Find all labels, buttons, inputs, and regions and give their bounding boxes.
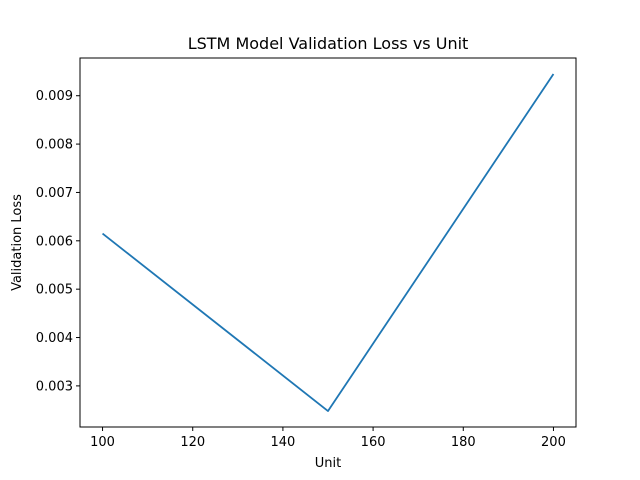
axes-frame (79, 57, 577, 428)
y-axis-label: Validation Loss (10, 194, 25, 291)
x-tick-label: 180 (451, 435, 476, 450)
y-tick-label: 0.009 (36, 89, 73, 104)
y-tick-label: 0.006 (36, 234, 73, 249)
x-tick-label: 140 (270, 435, 295, 450)
y-tick-label: 0.003 (36, 379, 73, 394)
chart-title: LSTM Model Validation Loss vs Unit (188, 34, 469, 53)
y-tick-label: 0.008 (36, 138, 73, 153)
x-tick-label: 120 (180, 435, 205, 450)
y-tick-label: 0.004 (36, 331, 73, 346)
plot-area: 100 120 140 160 180 200 0.003 0.004 0.005 0.006 0.… (36, 73, 566, 450)
x-tick-label: 100 (90, 435, 115, 450)
y-tick-label: 0.005 (36, 283, 73, 298)
x-axis-label: Unit (315, 456, 341, 471)
y-tick-label: 0.007 (36, 186, 73, 201)
x-tick-label: 160 (361, 435, 386, 450)
x-tick-label: 200 (541, 435, 566, 450)
series-line (101, 73, 555, 412)
